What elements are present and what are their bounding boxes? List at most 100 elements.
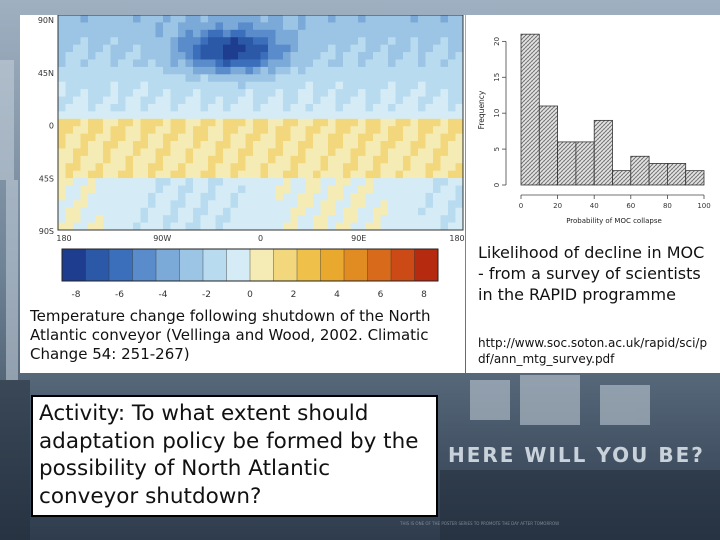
map-cell — [418, 192, 426, 201]
map-cell — [148, 89, 156, 97]
map-cell — [358, 66, 366, 75]
map-cell — [230, 207, 239, 216]
map-cell — [335, 22, 344, 31]
map-cell — [320, 89, 329, 97]
map-cell — [365, 185, 374, 194]
map-cell — [380, 111, 389, 120]
map-cell — [425, 178, 434, 186]
map-cell — [125, 81, 134, 90]
map-cell — [200, 118, 209, 127]
map-cell — [170, 207, 179, 216]
map-cell — [185, 148, 194, 157]
map-cell — [125, 126, 134, 135]
map-cell — [215, 148, 224, 157]
map-cell — [133, 207, 141, 216]
map-cell — [73, 215, 81, 223]
map-cell — [425, 103, 434, 112]
map-cell — [200, 22, 209, 31]
map-cell — [283, 66, 291, 75]
map-cell — [380, 178, 389, 186]
map-cell — [410, 215, 419, 223]
map-cell — [58, 29, 66, 38]
map-cell — [103, 215, 111, 223]
map-cell — [215, 52, 224, 60]
map-cell — [425, 89, 434, 97]
map-cell — [403, 178, 411, 186]
map-cell — [440, 59, 449, 68]
map-cell — [403, 29, 411, 38]
map-cell — [275, 200, 284, 209]
map-cell — [373, 126, 381, 135]
map-cell — [290, 96, 299, 105]
map-cell — [418, 29, 426, 38]
map-cell — [245, 215, 254, 223]
map-cell — [380, 155, 389, 164]
map-cell — [455, 29, 464, 38]
map-cell — [58, 59, 66, 68]
map-cell — [73, 22, 81, 31]
map-cell — [140, 29, 149, 38]
map-cell — [320, 207, 329, 216]
map-cell — [148, 111, 156, 120]
map-cell — [313, 103, 321, 112]
map-cell — [335, 111, 344, 120]
map-cell — [260, 215, 269, 223]
map-cell — [110, 22, 119, 31]
map-cell — [185, 37, 194, 46]
map-cell — [395, 126, 404, 135]
map-cell — [425, 22, 434, 31]
map-cell — [238, 148, 246, 157]
map-cell — [230, 178, 239, 186]
map-cell — [403, 207, 411, 216]
background-tagline: HERE WILL YOU BE? — [448, 443, 705, 467]
map-cell — [103, 163, 111, 172]
map-cell — [185, 111, 194, 120]
map-cell — [448, 96, 456, 105]
map-cell — [208, 155, 216, 164]
map-cell — [425, 222, 434, 231]
map-cell — [170, 96, 179, 105]
map-cell — [110, 207, 119, 216]
map-cell — [380, 163, 389, 172]
map-cell — [380, 66, 389, 75]
map-cell — [95, 185, 104, 194]
map-cell — [380, 89, 389, 97]
map-cell — [268, 215, 276, 223]
map-cell — [58, 22, 66, 31]
map-cell — [275, 141, 284, 149]
survey-url: http://www.soc.soton.ac.uk/rapid/sci/pdf… — [478, 336, 708, 366]
map-cell — [200, 141, 209, 149]
map-cell — [283, 103, 291, 112]
map-cell — [155, 103, 164, 112]
map-cell — [185, 185, 194, 194]
map-cell — [440, 103, 449, 112]
map-cell — [238, 44, 246, 53]
map-cell — [350, 29, 359, 38]
map-cell — [343, 111, 351, 120]
histogram-panel: 0 5 10 15 20 0 20 40 60 80 100 Frequency Probabili… — [466, 15, 720, 373]
map-cell — [358, 103, 366, 112]
map-cell — [328, 126, 336, 135]
map-cell — [133, 66, 141, 75]
map-cell — [440, 74, 449, 83]
map-cell — [268, 74, 276, 83]
map-cell — [260, 178, 269, 186]
map-cell — [395, 118, 404, 127]
map-cell — [80, 133, 89, 142]
map-cell — [58, 155, 66, 164]
map-cell — [163, 163, 171, 172]
map-cell — [178, 59, 186, 68]
map-cell — [305, 96, 314, 105]
map-cell — [208, 44, 216, 53]
map-cell — [403, 89, 411, 97]
histogram-x-tick-label: 60 — [626, 202, 635, 210]
map-cell — [170, 74, 179, 83]
map-cell — [95, 163, 104, 172]
map-cell — [140, 133, 149, 142]
map-cell — [58, 66, 66, 75]
map-cell — [358, 215, 366, 223]
map-cell — [275, 192, 284, 201]
map-cell — [275, 96, 284, 105]
map-cell — [118, 111, 126, 120]
map-cell — [320, 141, 329, 149]
